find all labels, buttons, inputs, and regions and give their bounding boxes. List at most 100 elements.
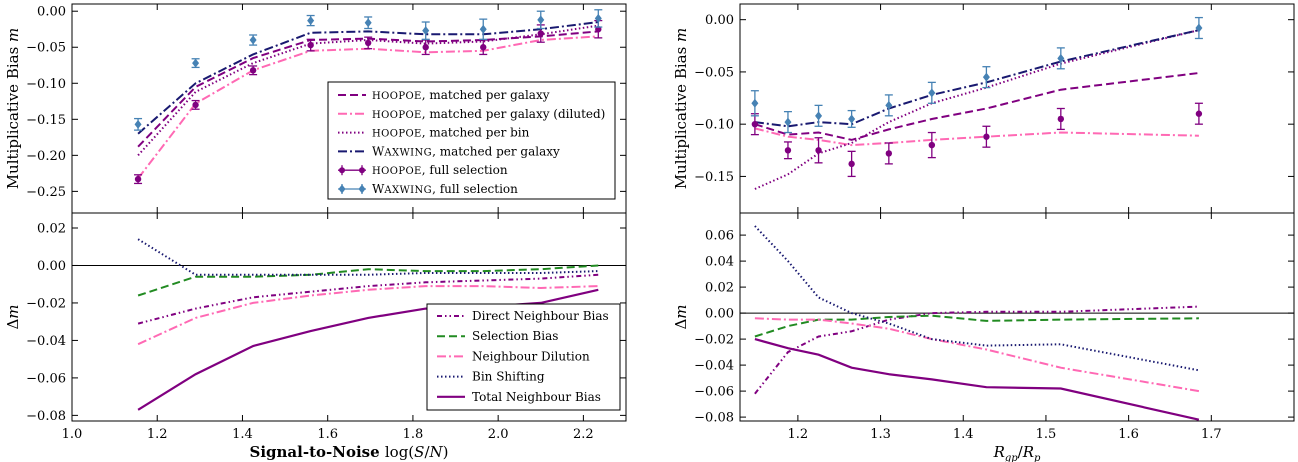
data-point-circle	[307, 41, 314, 49]
legend-label: Total Neighbour Bias	[472, 390, 601, 404]
data-point-circle	[192, 101, 199, 109]
y-tick-label: −0.08	[694, 411, 734, 426]
y-tick-label: 0.02	[37, 221, 66, 236]
x-tick-label: 1.5	[1036, 427, 1057, 442]
panel-top-right: 0.00 −0.05 −0.10 −0.15 Multiplicative Bias m	[672, 3, 1295, 214]
legend-marker	[339, 167, 345, 174]
data-point-circle	[134, 175, 142, 183]
legend-label: Direct Neighbour Bias	[472, 309, 609, 323]
series-line-0	[754, 72, 1200, 141]
y-axis-label: Multiplicative Bias m	[672, 28, 690, 190]
data-point-diamond	[751, 98, 759, 108]
data-point-circle	[537, 30, 544, 37]
data-point-circle	[784, 147, 792, 154]
data-point-diamond	[249, 35, 257, 45]
data-point-circle	[885, 150, 893, 157]
y-tick-label: −0.02	[26, 296, 66, 311]
y-axis-label: Δm	[4, 304, 22, 329]
y-tick-label: −0.25	[26, 185, 66, 200]
y-tick-label: 0.00	[705, 307, 734, 322]
data-point-diamond	[192, 58, 200, 68]
legend-label: HOOPOE, matched per galaxy	[372, 88, 550, 102]
data-point-circle	[422, 44, 429, 51]
data-point-diamond	[928, 88, 936, 98]
legend-label: WAXWING, full selection	[372, 182, 518, 196]
y-tick-label: 0.00	[37, 5, 66, 20]
legend-box	[327, 81, 616, 200]
x-tick-label: 1.3	[870, 427, 891, 442]
data-point-circle	[249, 67, 257, 74]
y-axis-label: Multiplicative Bias m	[4, 28, 22, 190]
plot-frame	[739, 3, 1295, 214]
legend-marker	[338, 184, 346, 194]
data-point-circle	[928, 141, 936, 149]
series-line-2	[754, 29, 1200, 190]
series-line-2	[754, 317, 1200, 393]
data-point-diamond	[364, 18, 372, 28]
legend-label: Bin Shifting	[472, 370, 545, 384]
plot-frame	[71, 212, 627, 422]
series-line-0	[137, 273, 599, 325]
series-line-3	[137, 21, 599, 135]
y-tick-label: −0.06	[26, 371, 66, 386]
panel-bottom-left: 0.02 0.00 −0.02 −0.04 −0.06 −0.08 1.0 1.2 1.4 1.6…	[4, 212, 627, 461]
data-point-diamond	[815, 111, 823, 121]
y-tick-label: 0.04	[705, 255, 734, 270]
y-tick-label: −0.10	[26, 77, 66, 92]
data-point-diamond	[134, 119, 142, 129]
legend-label: HOOPOE, matched per bin	[372, 126, 530, 140]
x-tick-label: 1.2	[788, 427, 809, 442]
y-tick-label: −0.05	[26, 41, 66, 56]
y-tick-label: −0.15	[694, 170, 734, 185]
y-tick-label: 0.00	[37, 259, 66, 274]
data-point-diamond	[307, 16, 315, 26]
x-tick-label: 1.6	[317, 427, 338, 442]
data-point-diamond	[537, 15, 545, 25]
x-tick-label: 1.4	[953, 427, 974, 442]
panel-bottom-right: 0.06 0.04 0.02 0.00 −0.02 −0.04 −0.06 −0.08 1.2 1…	[672, 212, 1295, 462]
x-tick-label: 1.6	[1118, 427, 1139, 442]
panel-top-left: 0.00 −0.05 −0.10 −0.15 −0.20 −0.25 Multiplicat…	[4, 3, 627, 214]
x-tick-label: 2.2	[573, 427, 594, 442]
y-tick-label: −0.04	[26, 334, 66, 349]
series-line-1	[754, 127, 1199, 147]
x-tick-label: 1.0	[62, 427, 83, 442]
y-tick-label: −0.08	[26, 409, 66, 424]
legend-marker	[358, 184, 366, 194]
data-point-circle	[751, 120, 759, 128]
y-tick-label: −0.04	[694, 359, 734, 374]
y-tick-label: 0.06	[705, 229, 734, 244]
series-line-1	[754, 314, 1199, 338]
y-axis-label: Δm	[672, 304, 690, 329]
legend-marker	[359, 167, 365, 174]
data-point-diamond	[1195, 23, 1203, 33]
series-line-2	[137, 285, 599, 346]
y-tick-label: −0.20	[26, 149, 66, 164]
y-tick-label: −0.10	[694, 118, 734, 133]
data-point-diamond	[885, 100, 893, 110]
data-point-circle	[480, 44, 487, 51]
data-point-diamond	[594, 13, 602, 23]
data-point-diamond	[982, 72, 990, 82]
x-tick-label: 1.2	[147, 427, 168, 442]
data-point-circle	[983, 133, 990, 140]
plot-frame	[739, 212, 1295, 422]
x-tick-label: 2.0	[488, 427, 509, 442]
legend-label: Neighbour Dilution	[472, 349, 590, 363]
data-point-circle	[1195, 110, 1203, 117]
y-tick-label: −0.02	[694, 333, 734, 348]
x-tick-label: 1.4	[232, 427, 253, 442]
y-tick-label: −0.15	[26, 113, 66, 128]
series-line-3	[754, 29, 1200, 128]
legend-label: HOOPOE, full selection	[372, 163, 508, 177]
y-tick-label: 0.00	[705, 13, 734, 28]
legend-label: HOOPOE, matched per galaxy (diluted)	[372, 107, 605, 121]
data-point-diamond	[848, 114, 856, 124]
series-line-4	[754, 338, 1200, 421]
y-tick-label: −0.06	[694, 385, 734, 400]
data-point-diamond	[1057, 53, 1065, 63]
data-point-diamond	[422, 26, 430, 36]
y-tick-label: 0.02	[705, 281, 734, 296]
data-point-diamond	[479, 24, 487, 34]
